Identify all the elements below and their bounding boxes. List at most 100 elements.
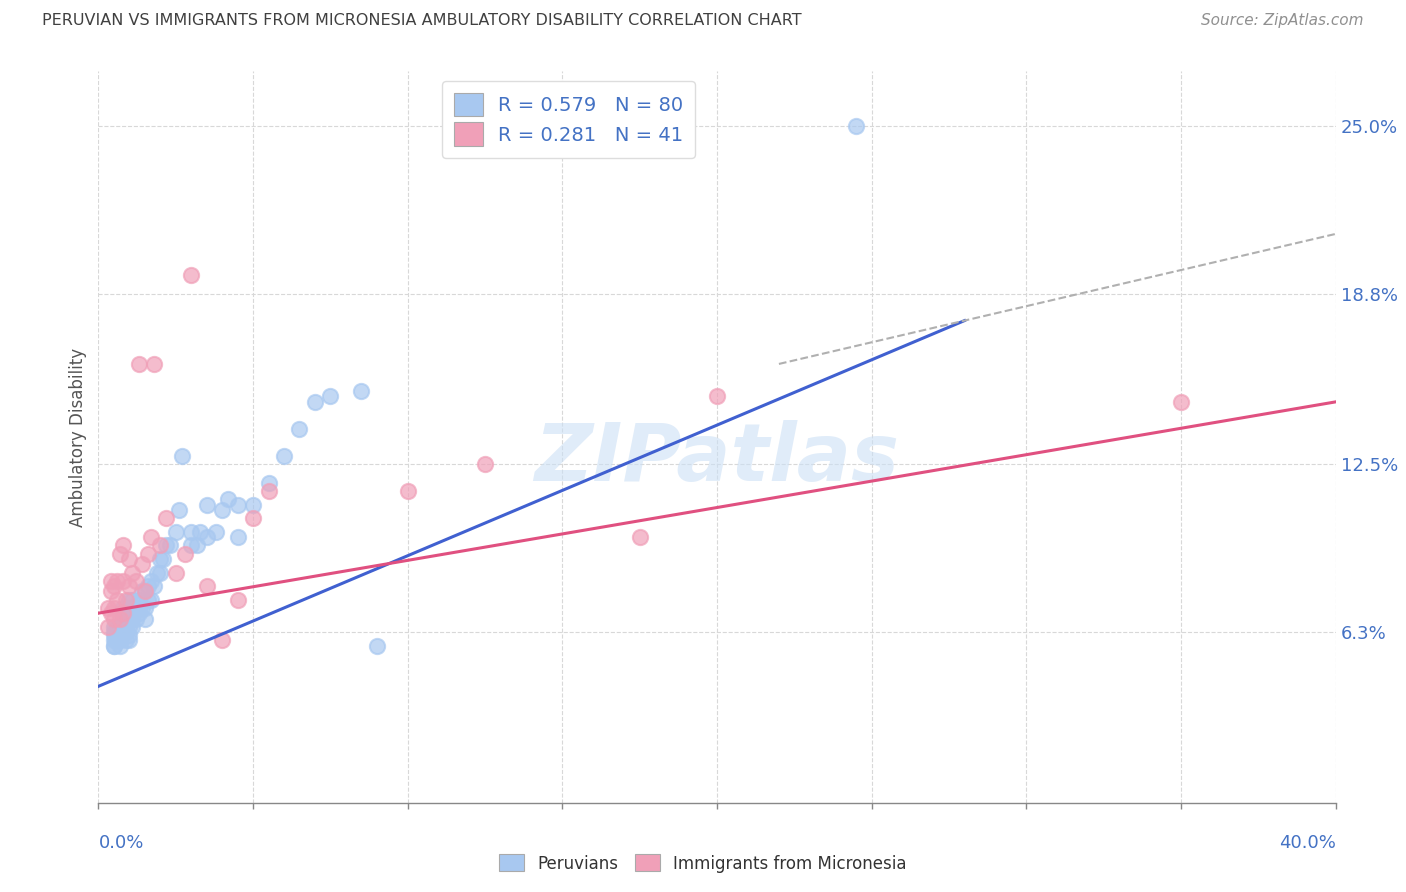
Point [115,620,138,634]
Point [108,547,131,561]
Text: 40.0%: 40.0% [1279,834,1336,852]
Point [115,592,138,607]
Point [112,574,135,588]
Point [105,620,128,634]
Point [165,566,187,580]
Point [115,633,138,648]
Point [118,633,141,648]
Point [105,633,128,648]
Point [211,503,233,517]
Point [180,268,202,282]
Point [115,611,138,625]
Point [350,384,373,398]
Point [97,620,120,634]
Point [366,639,388,653]
Point [112,620,135,634]
Point [100,606,122,620]
Point [115,600,138,615]
Point [226,498,249,512]
Point [118,579,141,593]
Point [131,600,153,615]
Point [304,395,326,409]
Text: 0.0%: 0.0% [98,834,143,852]
Point [103,639,125,653]
Point [128,592,150,607]
Point [118,606,141,620]
Point [112,611,135,625]
Point [136,547,159,561]
Point [124,611,146,625]
Point [1170,395,1192,409]
Point [146,566,169,580]
Point [149,566,172,580]
Point [112,606,135,620]
Point [108,611,131,625]
Point [103,611,125,625]
Point [108,625,131,640]
Point [118,611,141,625]
Point [103,620,125,634]
Point [97,600,120,615]
Point [474,457,496,471]
Point [136,579,159,593]
Point [139,574,162,588]
Point [100,584,122,599]
Point [112,625,135,640]
Text: PERUVIAN VS IMMIGRANTS FROM MICRONESIA AMBULATORY DISABILITY CORRELATION CHART: PERUVIAN VS IMMIGRANTS FROM MICRONESIA A… [42,13,801,29]
Point [105,625,128,640]
Point [195,530,218,544]
Point [211,633,233,648]
Point [118,552,141,566]
Text: Source: ZipAtlas.com: Source: ZipAtlas.com [1201,13,1364,29]
Point [103,628,125,642]
Point [134,600,156,615]
Point [118,620,141,634]
Point [159,538,181,552]
Point [134,584,156,599]
Point [195,498,218,512]
Point [128,600,150,615]
Point [143,579,166,593]
Point [112,600,135,615]
Point [205,524,228,539]
Point [288,422,311,436]
Point [167,503,190,517]
Text: ZIPatlas: ZIPatlas [534,420,900,498]
Point [105,628,128,642]
Point [190,524,212,539]
Point [186,538,208,552]
Point [180,538,202,552]
Point [131,584,153,599]
Point [108,620,131,634]
Point [845,119,868,133]
Point [217,492,239,507]
Point [115,625,138,640]
Point [121,566,143,580]
Point [112,606,135,620]
Point [121,620,143,634]
Point [257,476,280,491]
Point [170,449,193,463]
Point [121,600,143,615]
Point [257,484,280,499]
Point [155,538,177,552]
Point [174,547,197,561]
Point [121,592,143,607]
Point [155,511,177,525]
Point [103,633,125,648]
Point [134,611,156,625]
Point [242,498,264,512]
Legend: R = 0.579   N = 80, R = 0.281   N = 41: R = 0.579 N = 80, R = 0.281 N = 41 [441,81,695,158]
Point [195,579,218,593]
Point [103,579,125,593]
Point [112,538,135,552]
Point [124,600,146,615]
Point [128,357,150,371]
Point [628,530,651,544]
Point [226,592,249,607]
Point [273,449,295,463]
Point [139,592,162,607]
Point [108,639,131,653]
Point [131,558,153,572]
Point [706,389,728,403]
